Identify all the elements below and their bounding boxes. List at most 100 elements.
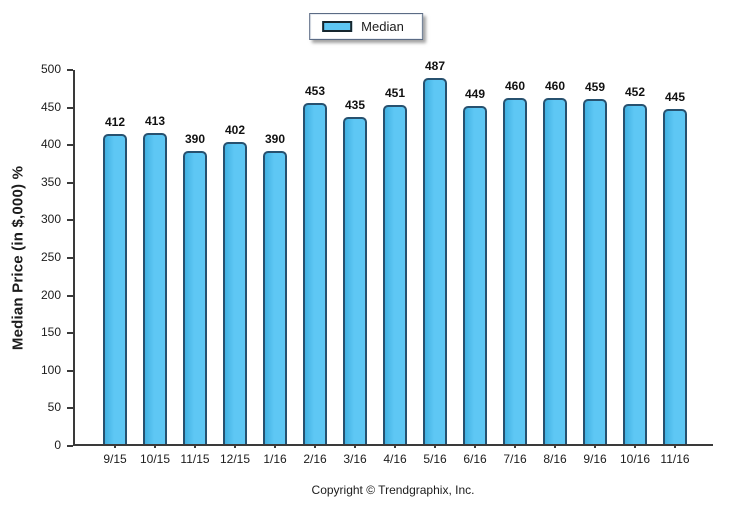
y-tick-label: 450 [40, 99, 61, 114]
legend-swatch-median [322, 21, 353, 32]
bar-slot: 402 12/15 [215, 70, 255, 466]
x-tick-label: 9/16 [583, 452, 607, 466]
bar-slot: 413 10/15 [135, 70, 175, 466]
y-tick-label: 50 [47, 400, 61, 415]
legend: Median [309, 13, 423, 40]
x-tick-label: 10/16 [619, 452, 651, 466]
x-tick-label: 8/16 [543, 452, 567, 466]
x-tick-label: 1/16 [263, 452, 287, 466]
x-tick-label: 5/16 [423, 452, 447, 466]
bar-slot: 487 5/16 [415, 59, 455, 466]
bar-slot: 435 3/16 [335, 70, 375, 466]
bar-value-label: 413 [144, 114, 166, 128]
bar-slot: 445 11/16 [655, 70, 695, 466]
x-tick-mark [154, 444, 156, 448]
bar-value-label: 412 [104, 115, 126, 129]
y-tick-mark [67, 257, 73, 259]
bar-5/16 [423, 78, 447, 444]
bar-value-label: 487 [424, 59, 446, 73]
bar-slot: 453 2/16 [295, 70, 335, 466]
y-tick-label: 200 [40, 287, 61, 302]
bar-value-label: 460 [544, 79, 566, 93]
y-tick-label: 300 [40, 212, 61, 227]
y-tick-mark [67, 407, 73, 410]
x-tick-label: 7/16 [503, 452, 527, 466]
bar-12/15 [223, 142, 247, 444]
bar-3/16 [343, 117, 367, 444]
x-tick-mark [394, 444, 396, 448]
bar-value-label: 390 [184, 132, 206, 146]
y-tick-mark [67, 106, 73, 109]
y-tick-label: 100 [40, 362, 61, 377]
bar-10/15 [143, 133, 167, 444]
bar-value-label: 452 [624, 85, 646, 99]
bar-9/16 [583, 99, 607, 444]
x-tick-mark [194, 444, 196, 448]
x-tick-mark [634, 444, 636, 448]
bar-10/16 [623, 104, 647, 444]
y-tick-mark [67, 181, 73, 184]
y-tick-mark [67, 219, 73, 222]
bar-11/16 [663, 109, 687, 444]
x-tick-mark [354, 444, 356, 448]
bar-value-label: 451 [384, 86, 406, 100]
plot-area: 0 50 100 150 200 250 300 350 400 450 500 412 9/15 41… [41, 59, 713, 466]
x-tick-mark [314, 444, 316, 448]
bar-slot: 459 9/16 [575, 70, 615, 466]
bar-slot: 452 10/16 [615, 70, 655, 466]
x-tick-label: 9/15 [103, 452, 127, 466]
y-tick-mark [67, 369, 73, 372]
bar-value-label: 402 [224, 123, 246, 137]
y-tick-mark [67, 445, 73, 447]
x-tick-label: 12/15 [219, 452, 251, 466]
bar-value-label: 459 [584, 80, 606, 94]
y-tick-label: 350 [40, 174, 61, 189]
x-tick-label: 11/15 [180, 452, 210, 466]
bar-2/16 [303, 103, 327, 444]
bar-9/15 [103, 134, 127, 444]
bar-value-label: 435 [344, 98, 366, 112]
bar-slot: 412 9/15 [95, 70, 135, 466]
bar-1/16 [263, 151, 287, 444]
bar-4/16 [383, 105, 407, 444]
x-tick-label: 10/15 [139, 452, 171, 466]
bar-slot: 460 7/16 [495, 70, 535, 466]
x-tick-mark [674, 444, 676, 448]
bar-slot: 390 11/15 [175, 70, 215, 466]
x-tick-label: 3/16 [343, 452, 367, 466]
x-tick-label: 11/16 [660, 452, 690, 466]
bar-value-label: 390 [264, 132, 286, 146]
bar-slot: 451 4/16 [375, 70, 415, 466]
y-tick-mark [67, 144, 73, 147]
bar-slot: 460 8/16 [535, 70, 575, 466]
x-tick-label: 2/16 [303, 452, 327, 466]
bar-8/16 [543, 98, 567, 444]
bar-value-label: 445 [664, 90, 686, 104]
copyright-text: Copyright © Trendgraphix, Inc. [311, 483, 475, 497]
y-tick-label: 0 [54, 438, 61, 452]
y-tick-label: 400 [40, 137, 61, 152]
x-tick-mark [514, 444, 516, 448]
y-tick-label: 500 [40, 62, 61, 76]
x-tick-mark [594, 444, 596, 448]
y-tick-mark [67, 69, 73, 71]
bar-6/16 [463, 106, 487, 444]
x-tick-mark [554, 444, 556, 448]
bar-value-label: 449 [464, 87, 486, 101]
y-tick-mark [67, 294, 73, 297]
y-tick-label: 150 [40, 325, 61, 340]
x-tick-mark [114, 444, 116, 448]
x-tick-mark [434, 444, 436, 448]
bar-value-label: 460 [504, 79, 526, 93]
bar-slot: 390 1/16 [255, 70, 295, 466]
bar-11/15 [183, 151, 207, 444]
bar-slot: 449 6/16 [455, 70, 495, 466]
y-tick-mark [67, 332, 73, 335]
x-tick-mark [274, 444, 276, 448]
bar-7/16 [503, 98, 527, 444]
y-tick-label: 250 [40, 250, 61, 264]
x-tick-label: 6/16 [463, 452, 487, 466]
legend-label-median: Median [361, 19, 404, 34]
bar-value-label: 453 [304, 84, 326, 98]
